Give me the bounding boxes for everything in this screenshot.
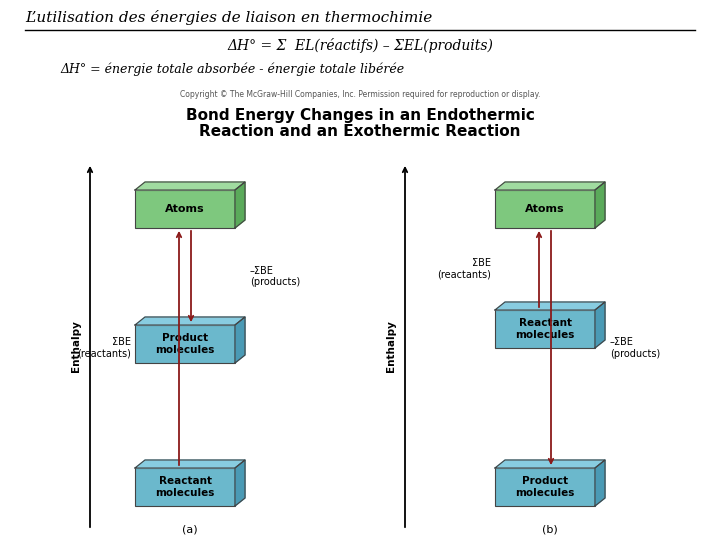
Text: Atoms: Atoms [525, 204, 564, 214]
Text: ΣBE
(reactants): ΣBE (reactants) [77, 337, 131, 359]
Text: (b): (b) [542, 525, 558, 535]
Polygon shape [135, 460, 245, 468]
Bar [495, 310, 595, 348]
Text: Bond Energy Changes in an Endothermic: Bond Energy Changes in an Endothermic [186, 108, 534, 123]
Polygon shape [595, 460, 605, 506]
Text: –ΣBE
(products): –ΣBE (products) [610, 337, 660, 359]
Text: Copyright © The McGraw-Hill Companies, Inc. Permission required for reproduction: Copyright © The McGraw-Hill Companies, I… [180, 90, 540, 99]
Text: ΔH° = énergie totale absorbée - énergie totale libérée: ΔH° = énergie totale absorbée - énergie … [60, 63, 404, 77]
Text: Enthalpy: Enthalpy [386, 321, 396, 373]
Text: Product
molecules: Product molecules [156, 333, 215, 355]
Polygon shape [235, 182, 245, 228]
Bar [495, 468, 595, 506]
Text: –ΣBE
(products): –ΣBE (products) [250, 266, 300, 287]
Text: L’utilisation des énergies de liaison en thermochimie: L’utilisation des énergies de liaison en… [25, 10, 432, 25]
Text: Reactant
molecules: Reactant molecules [156, 476, 215, 498]
Text: ΔH° = Σ  EL(réactifs) – ΣEL(produits): ΔH° = Σ EL(réactifs) – ΣEL(produits) [227, 38, 493, 53]
Polygon shape [495, 460, 605, 468]
Text: (a): (a) [182, 525, 198, 535]
Polygon shape [235, 460, 245, 506]
Bar [135, 190, 235, 228]
Text: Enthalpy: Enthalpy [71, 321, 81, 373]
Polygon shape [495, 182, 605, 190]
Polygon shape [235, 317, 245, 363]
Text: Product
molecules: Product molecules [516, 476, 575, 498]
Polygon shape [495, 302, 605, 310]
Text: Reactant
molecules: Reactant molecules [516, 318, 575, 340]
Polygon shape [595, 182, 605, 228]
Text: Atoms: Atoms [165, 204, 204, 214]
Polygon shape [135, 182, 245, 190]
Polygon shape [595, 302, 605, 348]
Polygon shape [135, 317, 245, 325]
Bar [135, 325, 235, 363]
Bar [495, 190, 595, 228]
Bar [135, 468, 235, 506]
Text: ΣBE
(reactants): ΣBE (reactants) [437, 258, 491, 280]
Text: Reaction and an Exothermic Reaction: Reaction and an Exothermic Reaction [199, 124, 521, 139]
